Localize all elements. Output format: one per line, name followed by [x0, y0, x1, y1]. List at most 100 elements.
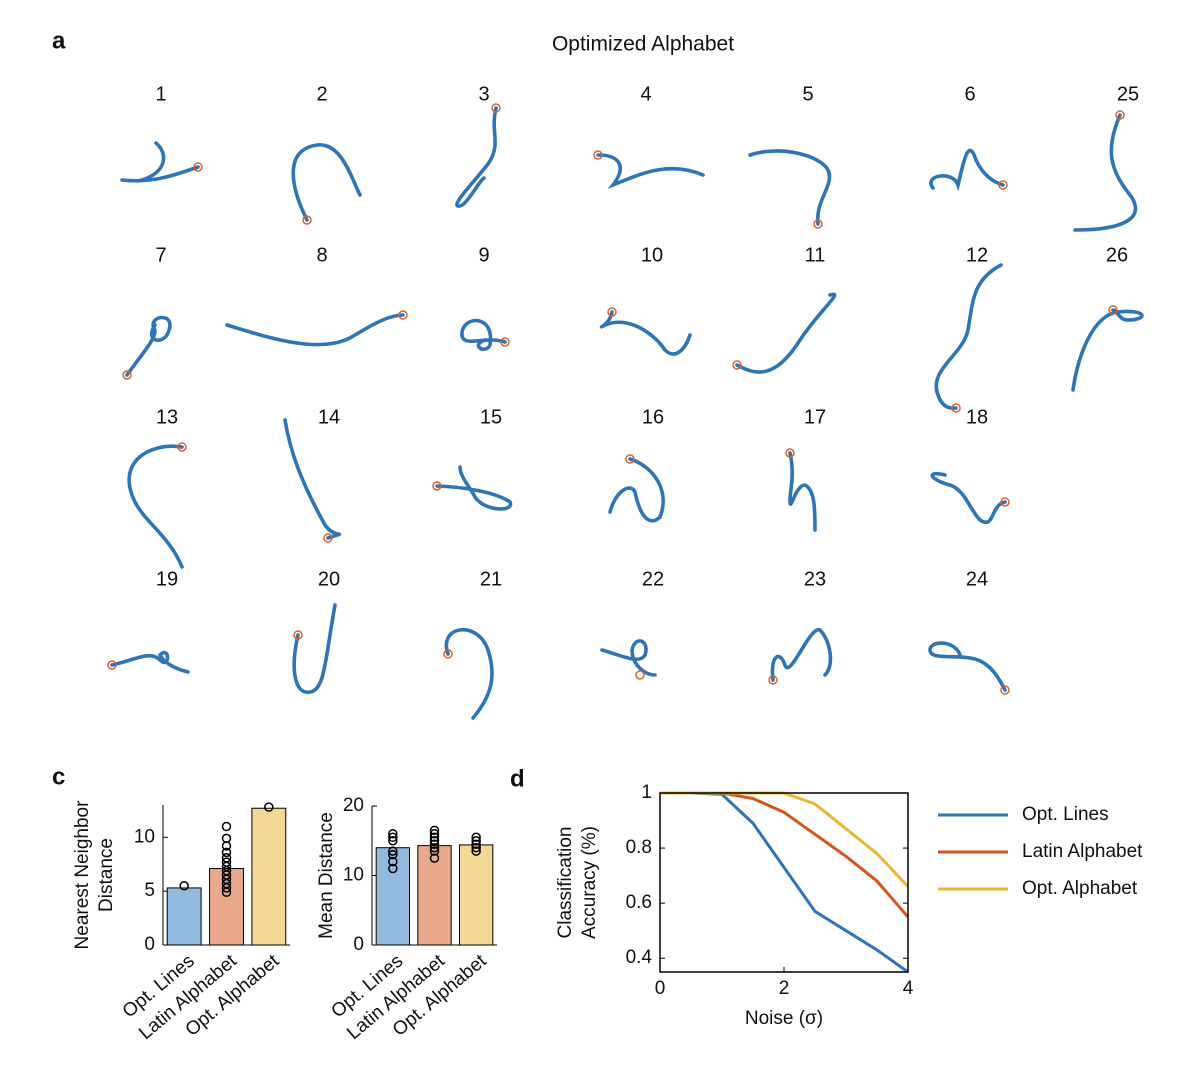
glyph-start: [500, 337, 510, 347]
glyph-start: [193, 162, 203, 172]
glyph: [600, 639, 657, 680]
glyph-stroke: [292, 603, 337, 694]
glyph-start: [1000, 497, 1010, 507]
glyph: [768, 628, 833, 685]
glyph-label: 17: [804, 406, 826, 428]
data-point: [179, 881, 189, 891]
glyph-start: [443, 649, 453, 659]
glyph: [930, 471, 1010, 525]
glyph-label: 6: [964, 83, 975, 105]
glyph-start: [768, 675, 778, 685]
bar: [417, 845, 452, 946]
glyph-label: 23: [804, 568, 826, 590]
legend-label: Opt. Alphabet: [1022, 878, 1138, 899]
data-point: [388, 836, 398, 846]
glyph-start: [1000, 685, 1010, 695]
glyph-start: [593, 150, 603, 160]
glyph-start: [951, 403, 961, 413]
glyph-stroke: [600, 639, 657, 677]
glyph-start: [1108, 305, 1118, 315]
x-tick-label: 0: [655, 978, 666, 999]
glyph-start: [785, 448, 795, 458]
glyph-label: 25: [1117, 83, 1139, 105]
glyph-label: 2: [316, 83, 327, 105]
glyph-label: 13: [156, 406, 178, 428]
glyph-stroke: [435, 465, 513, 511]
glyph-start: [122, 370, 132, 380]
glyph-stroke: [928, 641, 1007, 692]
data-point: [429, 842, 440, 853]
glyph-label: 19: [156, 568, 178, 590]
glyph-start: [177, 442, 187, 452]
glyph-start: [635, 670, 645, 680]
legend-label: Latin Alphabet: [1022, 841, 1143, 862]
glyph-label: 20: [318, 568, 340, 590]
glyph-start: [293, 630, 303, 640]
panel-label: d: [510, 765, 525, 792]
data-point: [388, 849, 398, 860]
glyph: [291, 143, 362, 225]
glyph-start: [323, 533, 333, 543]
glyph: [283, 418, 342, 543]
glyph-label: 11: [805, 244, 826, 266]
data-point: [429, 853, 440, 863]
data-point: [221, 857, 232, 867]
glyph-stroke: [788, 451, 817, 532]
glyph: [593, 150, 705, 190]
data-point: [221, 847, 232, 858]
glyph: [225, 310, 408, 347]
glyph-start: [302, 215, 312, 225]
glyph-label: 1: [155, 83, 166, 105]
glyph-stroke: [127, 444, 184, 569]
data-point: [429, 829, 440, 839]
line-series: [660, 791, 910, 918]
glyph-label: 5: [802, 83, 813, 105]
glyph-label: 22: [642, 568, 664, 590]
data-point: [388, 829, 398, 839]
line-series: [660, 791, 910, 888]
glyph-start: [732, 360, 742, 370]
data-point: [388, 863, 398, 874]
glyph-stroke: [283, 418, 342, 540]
y-axis-label: Distance: [96, 838, 117, 912]
glyph: [934, 263, 1003, 413]
glyph-stroke: [596, 153, 705, 190]
plot-frame: [659, 792, 909, 973]
bar: [459, 844, 494, 946]
glyph-stroke: [120, 141, 200, 183]
glyph-start: [398, 310, 408, 320]
glyph-label: 9: [478, 244, 489, 266]
data-point: [471, 839, 481, 849]
glyph-label: 4: [640, 83, 651, 105]
data-point: [429, 832, 440, 843]
glyph: [120, 141, 203, 183]
glyph-stroke: [291, 143, 362, 222]
x-tick-label: 4: [903, 978, 914, 999]
data-point: [471, 842, 481, 853]
y-tick-label: 10: [343, 865, 364, 886]
glyph: [455, 103, 501, 208]
y-tick-label: 0: [353, 934, 364, 955]
glyph: [127, 442, 187, 569]
glyph-stroke: [455, 106, 498, 208]
glyph-label: 16: [642, 406, 664, 428]
glyph: [122, 315, 172, 380]
glyph-stroke: [225, 313, 405, 347]
data-point: [471, 846, 481, 856]
glyph-label: 14: [318, 406, 340, 428]
glyph-label: 8: [316, 244, 327, 266]
y-tick-label: 0: [144, 934, 155, 955]
glyph: [599, 307, 692, 356]
panel-label: a: [52, 27, 66, 54]
glyph-label: 10: [641, 244, 663, 266]
glyph-stroke: [1071, 308, 1144, 392]
y-axis-label: Classification: [555, 827, 576, 939]
glyph-label: 24: [966, 568, 988, 590]
glyph: [732, 292, 837, 374]
glyph-grid: [107, 103, 1144, 720]
y-axis-label: Nearest Neighbor: [72, 800, 93, 950]
glyph-stroke: [748, 149, 832, 226]
data-point: [221, 853, 232, 863]
glyph-stroke: [930, 471, 1007, 525]
